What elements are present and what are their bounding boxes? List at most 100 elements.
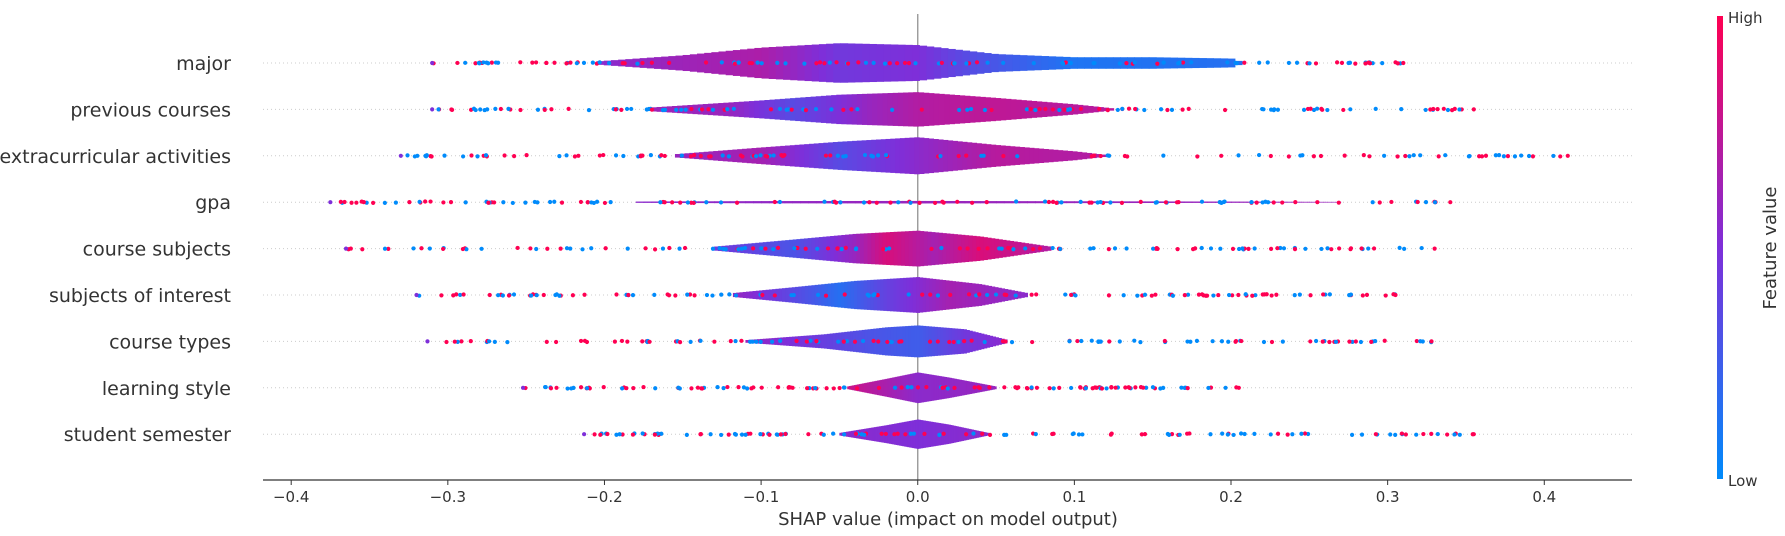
violin-segment [1072, 104, 1079, 115]
violin-segment [949, 233, 955, 264]
violin-segment [902, 200, 911, 204]
violin-segment [1100, 154, 1107, 158]
shap-dot [479, 246, 484, 251]
shap-dot [710, 293, 715, 298]
violin-segment [997, 287, 1002, 303]
violin-segment [1024, 147, 1030, 165]
shap-dot [1124, 246, 1129, 251]
shap-dot [1158, 386, 1163, 391]
shap-dot [1069, 385, 1074, 391]
shap-dot [652, 247, 658, 252]
shap-dot [1091, 246, 1096, 251]
shap-dot [603, 246, 608, 251]
shap-dot [662, 153, 667, 159]
violin-segment [875, 380, 878, 395]
violin-segment [1035, 201, 1044, 204]
violin-segment [651, 107, 658, 112]
shap-dot [460, 246, 465, 252]
shap-dot [1360, 293, 1365, 298]
shap-dot [454, 292, 459, 297]
shap-dot [1139, 432, 1144, 437]
shap-dot [493, 60, 499, 65]
shap-dot [452, 339, 457, 344]
shap-dot [814, 339, 819, 344]
violin-segment [1005, 98, 1012, 120]
shap-dot [941, 431, 946, 436]
violin-segment [914, 137, 920, 175]
violin-segment [1301, 201, 1310, 203]
shap-dot [964, 432, 969, 437]
violin-segment [874, 427, 877, 442]
shap-dot [606, 61, 612, 66]
shap-dot [1234, 61, 1239, 66]
shap-dot [695, 385, 700, 390]
shap-dot [1418, 339, 1423, 344]
violin-segment [1024, 292, 1028, 298]
shap-dot [1037, 246, 1043, 251]
shap-dot [745, 386, 750, 391]
violin-segment [1223, 201, 1232, 203]
violin-segment [847, 200, 856, 204]
shap-dot [523, 200, 528, 205]
violin-segment [1082, 201, 1091, 204]
violin-segment [721, 201, 731, 204]
violin-segment [964, 380, 967, 395]
violin-segment [938, 93, 945, 125]
shap-dot [393, 200, 398, 205]
shap-dot [1108, 200, 1113, 205]
shap-dot [1175, 246, 1180, 252]
shap-dot [804, 339, 809, 344]
shap-dot [957, 246, 962, 251]
shap-dot [739, 338, 744, 343]
shap-dot [1096, 339, 1101, 344]
violin-segment [868, 382, 872, 394]
violin-segment [1021, 100, 1027, 119]
shap-dot [382, 200, 387, 206]
shap-dot [677, 339, 683, 345]
shap-dot [564, 61, 569, 66]
violin-segment [886, 278, 891, 312]
violin-segment [847, 141, 853, 171]
shap-dot [1415, 199, 1420, 205]
shap-dot [481, 60, 486, 65]
shap-dot [699, 386, 704, 391]
violin-segment [995, 98, 1002, 121]
shap-dot [1208, 432, 1213, 437]
shap-dot [1299, 431, 1304, 436]
shap-dot [1471, 107, 1476, 112]
shap-dot [1141, 385, 1146, 390]
violin-segment [855, 200, 864, 204]
shap-dot [939, 245, 944, 251]
shap-dot [1023, 246, 1028, 251]
violin-segment [765, 338, 770, 345]
violin-segment [919, 325, 924, 358]
shap-dot [1199, 292, 1205, 297]
shap-dot [1526, 153, 1532, 159]
violin-segment [821, 284, 826, 306]
shap-dot [1240, 246, 1245, 251]
violin-segment [1077, 57, 1085, 69]
violin-segment [1191, 57, 1200, 69]
violin-segment [892, 92, 899, 126]
shap-dot [972, 385, 977, 390]
shap-dot [743, 432, 748, 437]
violin-segment [807, 238, 813, 260]
violin-segment [943, 327, 947, 356]
violin-segment [994, 238, 1000, 259]
shap-dot [813, 106, 819, 112]
shap-dot [475, 154, 480, 159]
violin-segment [933, 200, 942, 204]
shap-dot [1530, 154, 1536, 159]
shap-dot [720, 153, 725, 158]
shap-dot [612, 339, 618, 344]
shap-dot [1269, 293, 1274, 298]
shap-dot [578, 338, 584, 344]
violin-segment [684, 153, 690, 159]
shap-dot [506, 293, 512, 298]
violin-segment [873, 381, 876, 395]
violin-segment [855, 330, 860, 353]
shap-dot [1436, 154, 1441, 159]
shap-dot [865, 292, 870, 297]
shap-dot [1269, 339, 1275, 345]
violin-segment [958, 281, 963, 309]
